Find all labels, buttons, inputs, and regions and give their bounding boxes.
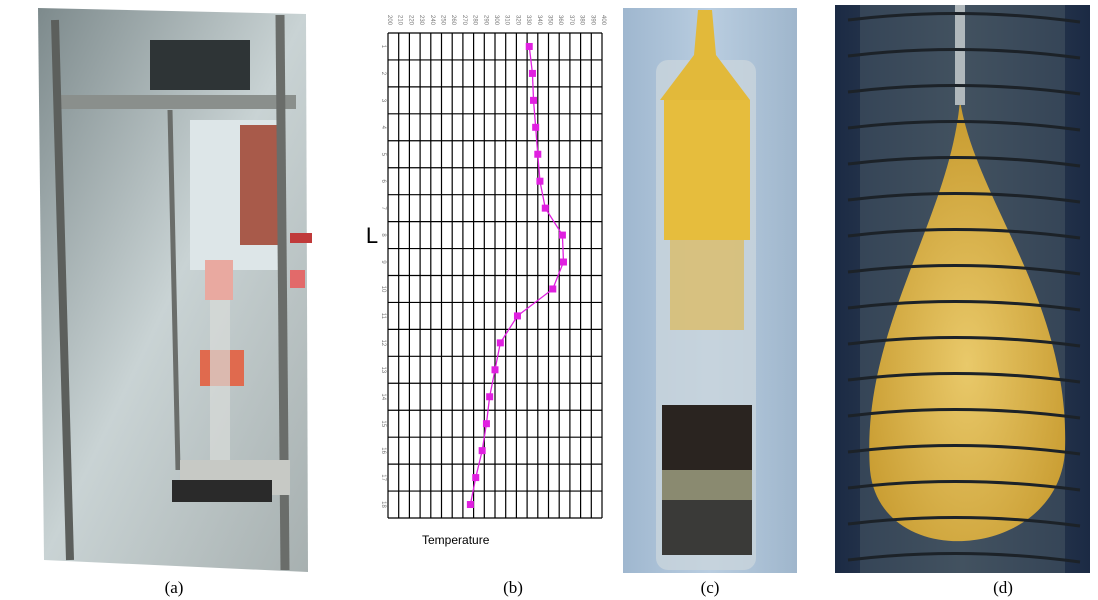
data-point — [549, 285, 556, 292]
photo-c — [623, 8, 797, 573]
x-tick-label: 230 — [418, 15, 424, 26]
data-point — [483, 420, 490, 427]
y-tick-label: 4 — [380, 126, 386, 130]
data-point — [486, 393, 493, 400]
photo-d — [835, 5, 1090, 573]
y-tick-label: 12 — [380, 340, 386, 347]
data-point — [526, 43, 533, 50]
y-tick-label: 15 — [380, 420, 386, 427]
y-tick-label: 2 — [380, 72, 386, 76]
x-tick-label: 330 — [525, 15, 531, 26]
data-point — [534, 151, 541, 158]
x-tick-label: 240 — [429, 15, 435, 26]
x-tick-label: 380 — [579, 15, 585, 26]
data-point — [479, 447, 486, 454]
x-tick-label: 250 — [440, 15, 446, 26]
figure: L Temperature (a) (b) (c) (d) 2002102202… — [0, 0, 1098, 600]
data-point — [532, 124, 539, 131]
y-tick-label: 6 — [380, 180, 386, 184]
y-tick-label: 10 — [380, 286, 386, 293]
data-point — [514, 312, 521, 319]
y-tick-label: 13 — [380, 366, 386, 373]
data-point — [530, 97, 537, 104]
x-tick-label: 400 — [600, 15, 606, 26]
caption: (a) — [165, 578, 184, 597]
y-tick-label: 17 — [380, 474, 386, 481]
x-tick-label: 310 — [504, 15, 510, 26]
y-tick-label: 3 — [380, 99, 386, 103]
data-point — [536, 178, 543, 185]
x-tick-label: 200 — [386, 15, 392, 26]
data-point — [529, 70, 536, 77]
y-tick-label: 5 — [380, 153, 386, 157]
x-tick-label: 210 — [397, 15, 403, 26]
y-tick-label: 1 — [380, 45, 386, 49]
x-tick-label: 350 — [547, 15, 553, 26]
y-tick-label: 8 — [380, 233, 386, 237]
caption: (b) — [503, 578, 523, 597]
y-tick-label: 18 — [380, 501, 386, 508]
data-point — [542, 205, 549, 212]
x-tick-label: 270 — [461, 15, 467, 26]
caption: (d) — [993, 578, 1013, 597]
x-tick-label: 300 — [493, 15, 499, 26]
photo-a — [38, 8, 312, 572]
x-tick-label: 290 — [482, 15, 488, 26]
x-tick-label: 320 — [514, 15, 520, 26]
x-axis-label: Temperature — [422, 533, 490, 547]
y-tick-label: 11 — [380, 313, 386, 320]
y-axis-label: L — [366, 223, 378, 248]
data-point — [497, 339, 504, 346]
x-tick-label: 280 — [472, 15, 478, 26]
caption: (c) — [701, 578, 720, 597]
data-point — [472, 474, 479, 481]
data-point — [492, 366, 499, 373]
data-point — [560, 259, 567, 266]
data-point — [559, 232, 566, 239]
x-tick-label: 360 — [557, 15, 563, 26]
x-tick-label: 220 — [407, 15, 413, 26]
x-tick-label: 340 — [536, 15, 542, 26]
y-tick-label: 9 — [380, 260, 386, 264]
x-tick-label: 390 — [589, 15, 595, 26]
y-tick-label: 7 — [380, 206, 386, 210]
x-tick-label: 370 — [568, 15, 574, 26]
y-tick-label: 16 — [380, 447, 386, 454]
data-point — [467, 501, 474, 508]
y-tick-label: 14 — [380, 393, 386, 400]
x-tick-label: 260 — [450, 15, 456, 26]
